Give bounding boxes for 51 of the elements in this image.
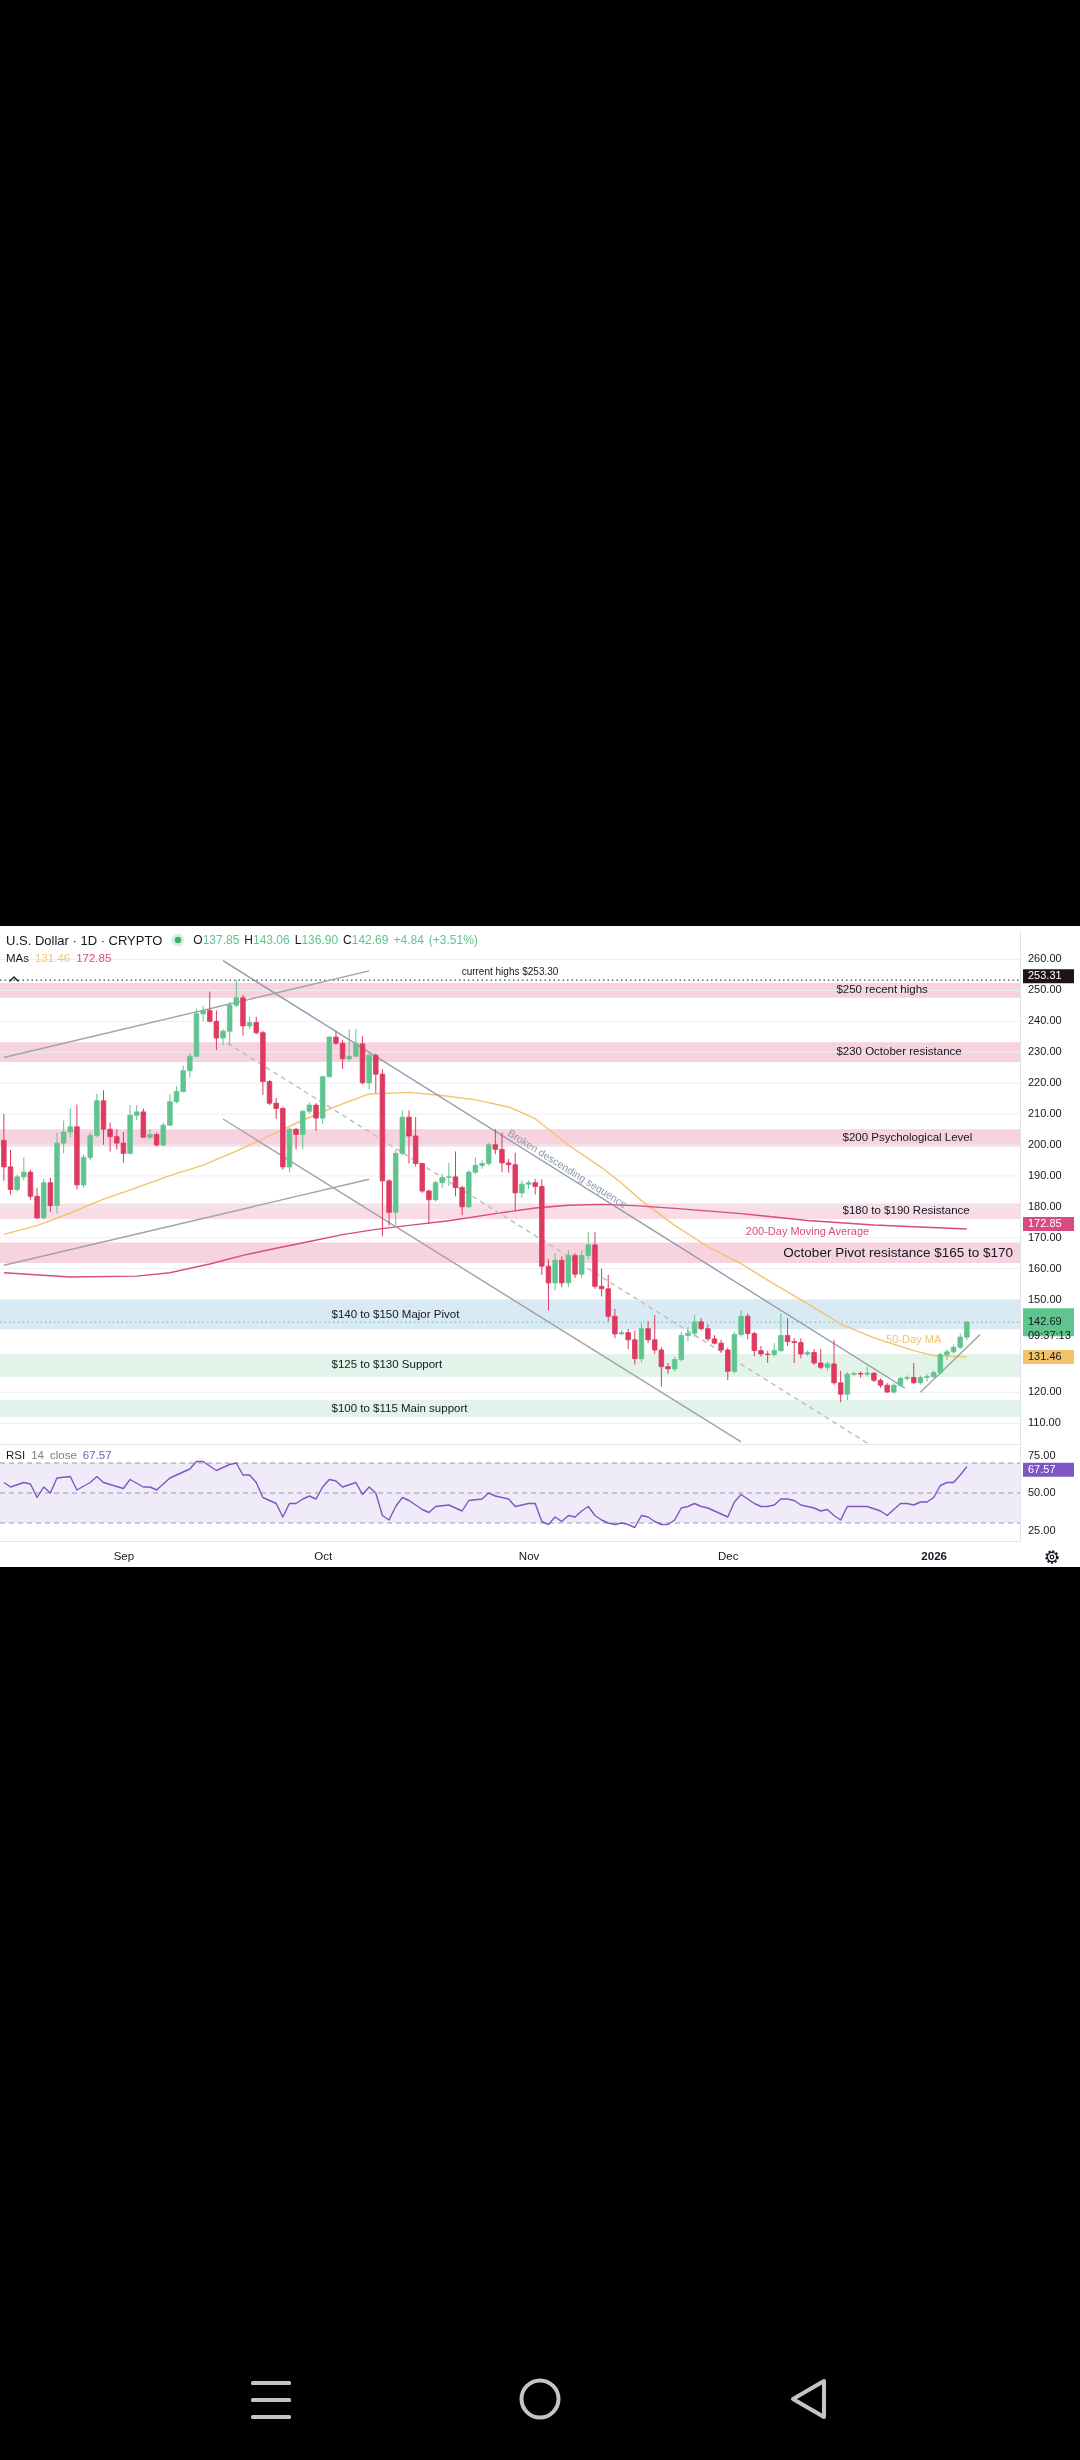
candlestick: [552, 1252, 558, 1291]
y-tick-label: 25.00: [1028, 1523, 1056, 1536]
band-label: $125 to $130 Support: [331, 1358, 443, 1371]
y-tick-label: 180.00: [1028, 1199, 1062, 1212]
y-tick-label: 172.85: [1028, 1216, 1062, 1229]
candlestick: [147, 1128, 153, 1141]
text: O137.85 H143.06 L136.90 C142.69 +4.84 (+3.51%): [193, 933, 478, 947]
series-label: 50-Day MA: [886, 1332, 942, 1345]
y-tick-label: 210.00: [1028, 1107, 1062, 1120]
y-tick-label: 50.00: [1028, 1486, 1056, 1498]
y-tick-label: 150.00: [1028, 1292, 1062, 1305]
annotation: MAs 131.46 172.85: [6, 952, 112, 964]
x-tick-label: Sep: [113, 1549, 135, 1562]
line-series: [3, 1460, 968, 1529]
band-label: $140 to $150 Major Pivot: [331, 1307, 461, 1320]
band-label: $230 October resistance: [836, 1045, 962, 1058]
candlestick: [313, 1102, 319, 1132]
y-tick-label: 230.00: [1028, 1045, 1062, 1058]
x-tick-label: Oct: [314, 1549, 333, 1562]
y-tick-label: 131.46: [1028, 1349, 1062, 1362]
y-tick-label: 110.00: [1028, 1416, 1061, 1429]
y-tick-label: 200.00: [1028, 1137, 1062, 1150]
y-tick-label: 142.69 09:37:13: [1028, 1315, 1071, 1342]
candlestick: [911, 1362, 917, 1385]
band-label: $200 Psychological Level: [842, 1130, 973, 1143]
y-tick-label: 220.00: [1028, 1076, 1062, 1089]
y-tick-label: 240.00: [1028, 1014, 1062, 1027]
y-tick-label: 190.00: [1028, 1168, 1062, 1181]
y-tick-label: 260.00: [1028, 952, 1062, 965]
x-tick-label: Dec: [718, 1549, 739, 1562]
y-tick-label: 253.31: [1028, 969, 1062, 982]
candlestick: [559, 1255, 565, 1288]
candlestick: [572, 1252, 578, 1279]
band-label: $100 to $115 Main support: [331, 1401, 469, 1414]
y-tick-label: 67.57: [1028, 1462, 1056, 1475]
candlestick: [47, 1176, 54, 1213]
y-tick-label: 170.00: [1028, 1230, 1062, 1243]
y-tick-label: 120.00: [1028, 1385, 1062, 1398]
candlestick: [293, 1127, 299, 1150]
x-tick-label: 2026: [921, 1549, 947, 1562]
band-label: $250 recent highs: [836, 983, 929, 996]
y-tick-label: 75.00: [1028, 1448, 1056, 1461]
series-label: 200-Day Moving Average: [745, 1225, 870, 1238]
band-label: $180 to $190 Resistance: [842, 1204, 970, 1217]
y-tick-label: 250.00: [1028, 983, 1062, 996]
annotation: RSI 14 close 67.57: [6, 1449, 112, 1461]
band-label: October Pivot resistance $165 to $170: [783, 1244, 1013, 1260]
y-tick-label: 160.00: [1028, 1261, 1062, 1274]
chart-title: U.S. Dollar · 1D · CRYPTO: [6, 932, 163, 948]
ref-line-label: current highs $253.30: [461, 966, 559, 978]
x-tick-label: Nov: [518, 1549, 540, 1562]
